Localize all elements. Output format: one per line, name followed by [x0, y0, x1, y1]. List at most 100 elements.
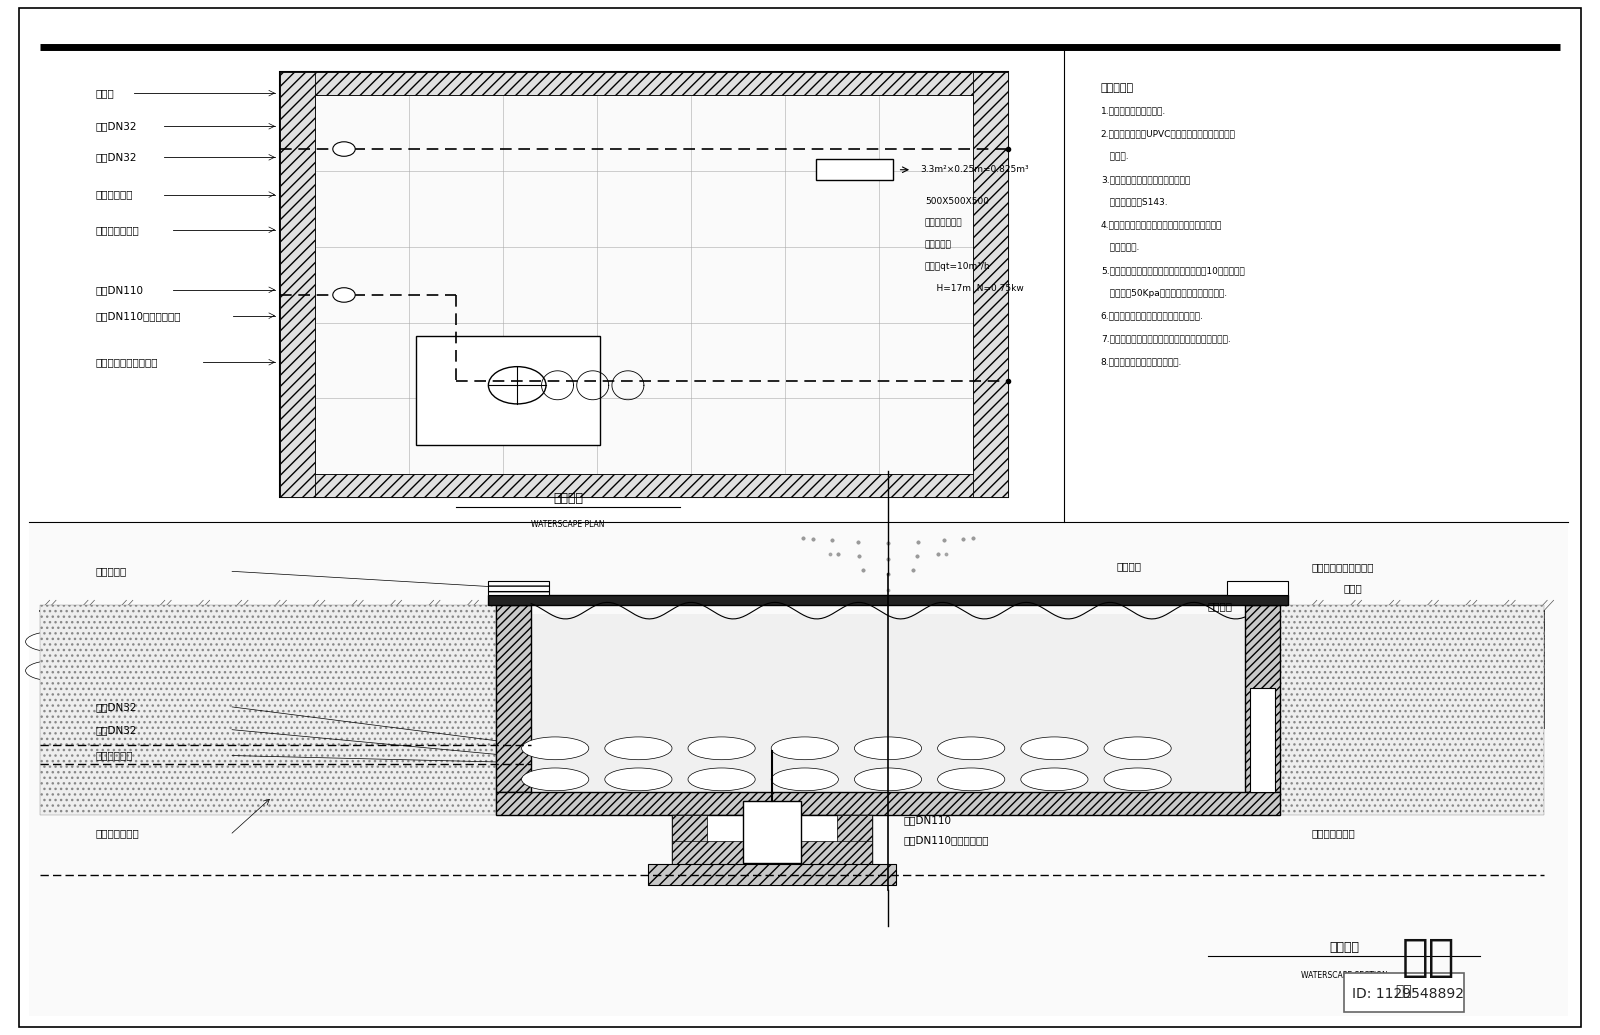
Ellipse shape	[771, 737, 838, 760]
Bar	[488, 595, 1288, 605]
Text: 6.入冬前要放尽水池及所有管道内的停水.: 6.入冬前要放尽水池及所有管道内的停水.	[1101, 312, 1203, 321]
Text: 知末: 知末	[1395, 984, 1413, 999]
Text: 3.3m²: 3.3m²	[842, 166, 867, 174]
Ellipse shape	[688, 737, 755, 760]
Text: 设计说明：: 设计说明：	[1101, 83, 1134, 93]
Text: 排水标准图集S143.: 排水标准图集S143.	[1101, 198, 1168, 207]
Text: 预埋DN110刚性防水套管: 预埋DN110刚性防水套管	[904, 835, 989, 846]
Ellipse shape	[1021, 768, 1088, 791]
Bar	[973, 72, 1008, 497]
Bar	[1250, 688, 1275, 792]
Text: 知末: 知末	[1402, 936, 1456, 979]
Ellipse shape	[938, 768, 1005, 791]
Bar	[416, 336, 600, 445]
Bar	[672, 815, 707, 864]
Bar	[531, 614, 1245, 792]
Text: 接室外雨水管网: 接室外雨水管网	[96, 225, 139, 235]
Bar	[672, 815, 872, 864]
Ellipse shape	[333, 631, 394, 652]
Bar	[280, 72, 1008, 95]
Ellipse shape	[26, 660, 86, 681]
Ellipse shape	[1290, 660, 1350, 681]
Bar	[488, 581, 549, 595]
Bar	[816, 159, 893, 180]
Text: 不锈锂隔槽: 不锈锂隔槽	[96, 566, 128, 576]
Bar	[40, 605, 496, 815]
Ellipse shape	[605, 768, 672, 791]
Ellipse shape	[1021, 737, 1088, 760]
Bar	[1344, 973, 1464, 1012]
Text: 专业喷管: 专业喷管	[1117, 561, 1142, 571]
Text: 7.本设计未尽事宜请参照国家有关施工验收规范进行.: 7.本设计未尽事宜请参照国家有关施工验收规范进行.	[1101, 334, 1230, 344]
Circle shape	[333, 288, 355, 302]
Text: 接外网给水管: 接外网给水管	[96, 750, 133, 761]
Text: 止回DN32: 止回DN32	[96, 121, 138, 131]
Ellipse shape	[1443, 631, 1504, 652]
Bar	[742, 801, 802, 863]
Ellipse shape	[1104, 737, 1171, 760]
Bar	[1280, 621, 1544, 728]
Text: 蝶阀DN32: 蝶阀DN32	[96, 152, 138, 162]
Text: 装完毕.: 装完毕.	[1101, 152, 1128, 161]
Ellipse shape	[854, 737, 922, 760]
Bar	[837, 815, 872, 864]
Bar	[1280, 605, 1544, 815]
Ellipse shape	[688, 768, 755, 791]
Ellipse shape	[522, 737, 589, 760]
Bar	[1245, 605, 1280, 792]
Text: 1.本图中所用单位为毫米.: 1.本图中所用单位为毫米.	[1101, 107, 1166, 116]
Ellipse shape	[26, 631, 86, 652]
Text: 预埋DN110刚性防水套管: 预埋DN110刚性防水套管	[96, 310, 181, 321]
Text: 5.水景给水管道安装完后要进行水压试验，10分钟内压力: 5.水景给水管道安装完后要进行水压试验，10分钟内压力	[1101, 266, 1245, 275]
Text: 溢流口底标高为水面上: 溢流口底标高为水面上	[96, 357, 158, 367]
Ellipse shape	[1443, 660, 1504, 681]
Ellipse shape	[333, 660, 394, 681]
Bar	[280, 72, 315, 497]
Ellipse shape	[179, 631, 240, 652]
Text: ID: 1129548892: ID: 1129548892	[1352, 986, 1464, 1001]
Bar	[280, 72, 1008, 497]
Text: 再开启水泵.: 再开启水泵.	[1101, 243, 1139, 253]
Text: 接室外雨水管网: 接室外雨水管网	[1312, 828, 1355, 838]
Text: 接外网给水管: 接外网给水管	[96, 189, 133, 200]
Text: 2.管道材质：采用UPVC管，管道须在水池浇筑前安: 2.管道材质：采用UPVC管，管道须在水池浇筑前安	[1101, 129, 1235, 139]
Text: 4.第一次充水时应在水位线到达方形水池溢流口时: 4.第一次充水时应在水位线到达方形水池溢流口时	[1101, 220, 1222, 230]
Ellipse shape	[102, 660, 163, 681]
Text: 闸阀DN110: 闸阀DN110	[96, 285, 144, 295]
Ellipse shape	[938, 737, 1005, 760]
Text: 潜水泵qt=10m³/h: 潜水泵qt=10m³/h	[925, 262, 990, 271]
Text: 蝶阀DN32: 蝶阀DN32	[96, 724, 138, 735]
Ellipse shape	[1104, 768, 1171, 791]
Bar	[488, 581, 549, 595]
Text: 3.3m²×0.25m=0.825m³: 3.3m²×0.25m=0.825m³	[920, 166, 1029, 174]
Ellipse shape	[256, 631, 317, 652]
Bar	[496, 792, 1280, 815]
Ellipse shape	[1366, 660, 1427, 681]
Text: 降不大于50Kpa，作外观检查以不漏为合格.: 降不大于50Kpa，作外观检查以不漏为合格.	[1101, 289, 1227, 298]
Ellipse shape	[1290, 631, 1350, 652]
Ellipse shape	[256, 660, 317, 681]
Text: 500X500X500: 500X500X500	[925, 197, 989, 206]
Bar	[280, 474, 1008, 497]
Ellipse shape	[179, 660, 240, 681]
Ellipse shape	[102, 631, 163, 652]
Bar	[496, 605, 531, 792]
Text: H=17m  N=0.75kw: H=17m N=0.75kw	[925, 284, 1024, 293]
Text: 8.所有喷头需有控制水量的阀门.: 8.所有喷头需有控制水量的阀门.	[1101, 357, 1182, 366]
Text: WATERSCAPE PLAN: WATERSCAPE PLAN	[531, 520, 605, 529]
Circle shape	[333, 142, 355, 156]
Bar	[40, 621, 496, 728]
Text: 给水管道: 给水管道	[1208, 601, 1234, 612]
Text: 接室外雨水管网: 接室外雨水管网	[96, 828, 139, 838]
Bar	[648, 864, 896, 885]
Bar	[40, 676, 496, 728]
Text: 水景平面: 水景平面	[554, 492, 582, 505]
Text: 溢流口底标高为水面上: 溢流口底标高为水面上	[1312, 562, 1374, 572]
Ellipse shape	[854, 768, 922, 791]
Text: 不锈锂隔槽: 不锈锂隔槽	[925, 240, 952, 249]
Bar	[1227, 581, 1288, 595]
Text: 闸阀DN110: 闸阀DN110	[904, 815, 952, 825]
Bar	[315, 95, 973, 474]
Ellipse shape	[771, 768, 838, 791]
Text: 水景剖面: 水景剖面	[1330, 941, 1358, 954]
